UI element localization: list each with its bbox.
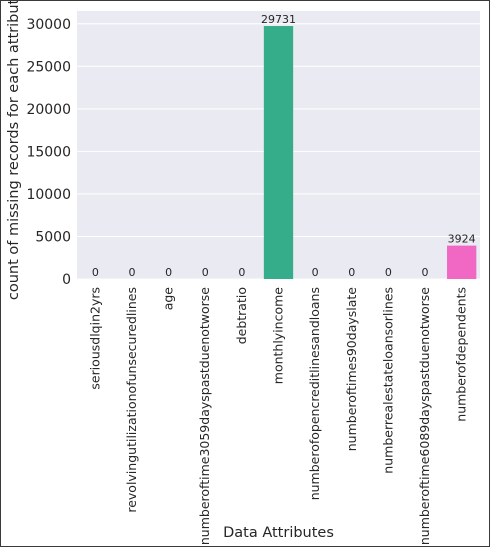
data-labels: 0 0 0 0 0 29731 0 0 0 0 3924 xyxy=(92,13,476,279)
y-tick-label: 15000 xyxy=(26,144,71,160)
bars xyxy=(263,26,477,280)
data-label: 0 xyxy=(202,266,209,279)
x-tick-label: revolvingutilizationofunsecuredlines xyxy=(124,287,139,513)
y-tick-label: 0 xyxy=(62,272,71,288)
x-tick-label: numberoftimes90dayslate xyxy=(344,287,359,452)
x-tick-label: numberoftime3059dayspastduenotworse xyxy=(197,287,212,545)
y-tick-label: 5000 xyxy=(35,229,71,245)
y-tick-label: 20000 xyxy=(26,102,71,118)
y-tick-label: 10000 xyxy=(26,187,71,203)
x-tick-label: numberofdependents xyxy=(454,287,469,422)
data-label: 0 xyxy=(128,266,135,279)
data-label: 0 xyxy=(348,266,355,279)
data-label: 0 xyxy=(422,266,429,279)
x-axis-label: Data Attributes xyxy=(223,525,334,541)
y-tick-label: 30000 xyxy=(26,17,71,33)
data-label: 0 xyxy=(165,266,172,279)
x-axis-ticks: seriousdlqin2yrs revolvingutilizationofun… xyxy=(87,287,468,545)
y-tick-label: 25000 xyxy=(26,59,71,75)
y-axis-ticks: 0 5000 10000 15000 20000 25000 30000 xyxy=(26,17,71,288)
x-tick-label: numberrealestateloansorlines xyxy=(380,287,395,474)
x-tick-label: age xyxy=(161,287,176,311)
data-label: 0 xyxy=(238,266,245,279)
y-axis-label: count of missing records for each attrib… xyxy=(6,1,22,300)
x-tick-label: numberofopencreditlinesandloans xyxy=(307,287,322,500)
x-tick-label: numberoftime6089dayspastduenotworse xyxy=(417,287,432,545)
x-tick-label: monthlyincome xyxy=(271,287,286,385)
x-tick-label: seriousdlqin2yrs xyxy=(87,287,102,390)
x-tick-label: debtratio xyxy=(234,287,249,344)
bar-numberofdependents xyxy=(447,245,477,279)
data-label: 0 xyxy=(385,266,392,279)
data-label: 0 xyxy=(92,266,99,279)
data-label: 0 xyxy=(312,266,319,279)
data-label: 3924 xyxy=(448,233,476,246)
bar-monthlyincome xyxy=(263,26,294,280)
data-label: 29731 xyxy=(261,13,296,26)
